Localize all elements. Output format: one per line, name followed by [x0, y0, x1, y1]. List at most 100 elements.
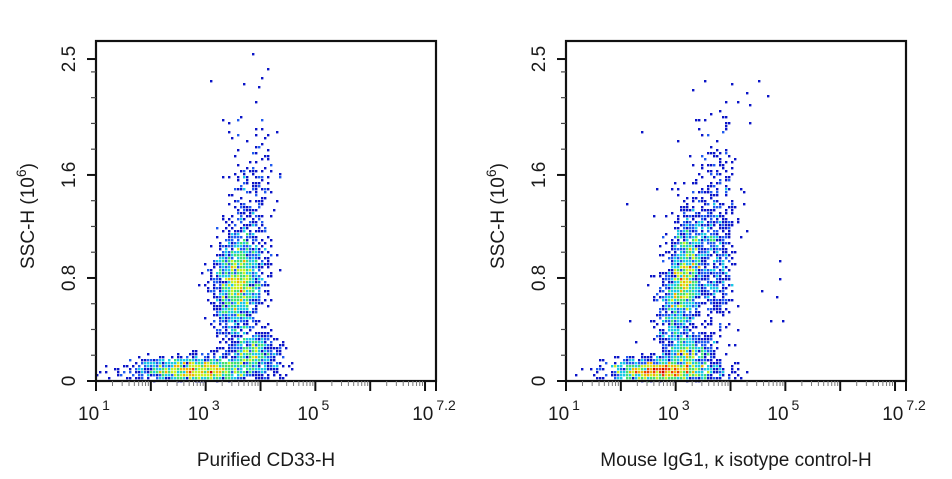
density-dot [674, 278, 677, 281]
density-dot [117, 374, 120, 377]
density-dot [704, 260, 707, 263]
density-dot [237, 257, 240, 260]
density-dot [267, 155, 270, 158]
density-dot [252, 365, 255, 368]
density-dot [671, 299, 674, 302]
density-dot [258, 293, 261, 296]
density-dot [270, 341, 273, 344]
density-dot [698, 242, 701, 245]
density-dot [701, 155, 704, 158]
density-dot [231, 257, 234, 260]
density-dot [216, 281, 219, 284]
density-dot [249, 200, 252, 203]
density-dot [713, 245, 716, 248]
density-dot [701, 218, 704, 221]
density-dot [716, 194, 719, 197]
density-dot [171, 368, 174, 371]
density-dot [168, 368, 171, 371]
density-dot [237, 251, 240, 254]
density-dot [162, 356, 165, 359]
density-dot [668, 314, 671, 317]
density-dot [243, 239, 246, 242]
density-dot [252, 266, 255, 269]
density-dot [207, 371, 210, 374]
density-dot [249, 302, 252, 305]
density-dot [240, 368, 243, 371]
density-dot [710, 218, 713, 221]
density-dot [237, 359, 240, 362]
density-dot [231, 302, 234, 305]
density-dot [692, 245, 695, 248]
density-dot [719, 248, 722, 251]
density-dot [710, 236, 713, 239]
density-dot [207, 365, 210, 368]
density-dot [144, 368, 147, 371]
density-dot [213, 305, 216, 308]
density-dot [222, 362, 225, 365]
density-dot [677, 317, 680, 320]
density-dot [231, 248, 234, 251]
density-dot [153, 368, 156, 371]
density-dot [237, 356, 240, 359]
density-dot [698, 371, 701, 374]
density-dot [662, 260, 665, 263]
density-dot [192, 359, 195, 362]
density-dot [252, 284, 255, 287]
density-dot [668, 305, 671, 308]
density-dot [728, 275, 731, 278]
density-dot [662, 236, 665, 239]
density-dot [707, 284, 710, 287]
density-dot [731, 257, 734, 260]
density-dot [674, 374, 677, 377]
density-dot [135, 371, 138, 374]
density-dot [698, 314, 701, 317]
density-dot [258, 320, 261, 323]
density-dot [677, 254, 680, 257]
density-dot [261, 377, 264, 380]
density-dot [246, 347, 249, 350]
density-dot [710, 245, 713, 248]
density-dot [231, 365, 234, 368]
density-dot [249, 209, 252, 212]
density-dot [225, 353, 228, 356]
density-dot [686, 299, 689, 302]
density-dot [659, 341, 662, 344]
density-dot [183, 374, 186, 377]
density-dot [177, 362, 180, 365]
density-dot [243, 230, 246, 233]
density-dot [692, 254, 695, 257]
density-dot [261, 158, 264, 161]
density-dot [252, 260, 255, 263]
density-dot [237, 233, 240, 236]
density-dot [650, 365, 653, 368]
density-dot [695, 326, 698, 329]
density-dot [710, 302, 713, 305]
density-dot [713, 194, 716, 197]
density-dot [659, 335, 662, 338]
density-dot [243, 176, 246, 179]
density-dot [674, 182, 677, 185]
density-dot [222, 230, 225, 233]
density-dot [632, 359, 635, 362]
density-dot [177, 356, 180, 359]
density-dot [240, 260, 243, 263]
density-dot [234, 317, 237, 320]
density-dot [213, 263, 216, 266]
density-dot [252, 311, 255, 314]
density-dot [701, 356, 704, 359]
density-dot [689, 359, 692, 362]
density-dot [641, 353, 644, 356]
density-dot [222, 311, 225, 314]
density-dot [222, 308, 225, 311]
density-dot [216, 275, 219, 278]
density-dot [177, 368, 180, 371]
density-dot [614, 377, 617, 380]
density-dot [288, 365, 291, 368]
density-dot [210, 80, 213, 83]
density-dot [716, 371, 719, 374]
density-dot [156, 371, 159, 374]
density-dot [258, 242, 261, 245]
density-dot [686, 209, 689, 212]
density-dot [204, 374, 207, 377]
density-dot [680, 236, 683, 239]
